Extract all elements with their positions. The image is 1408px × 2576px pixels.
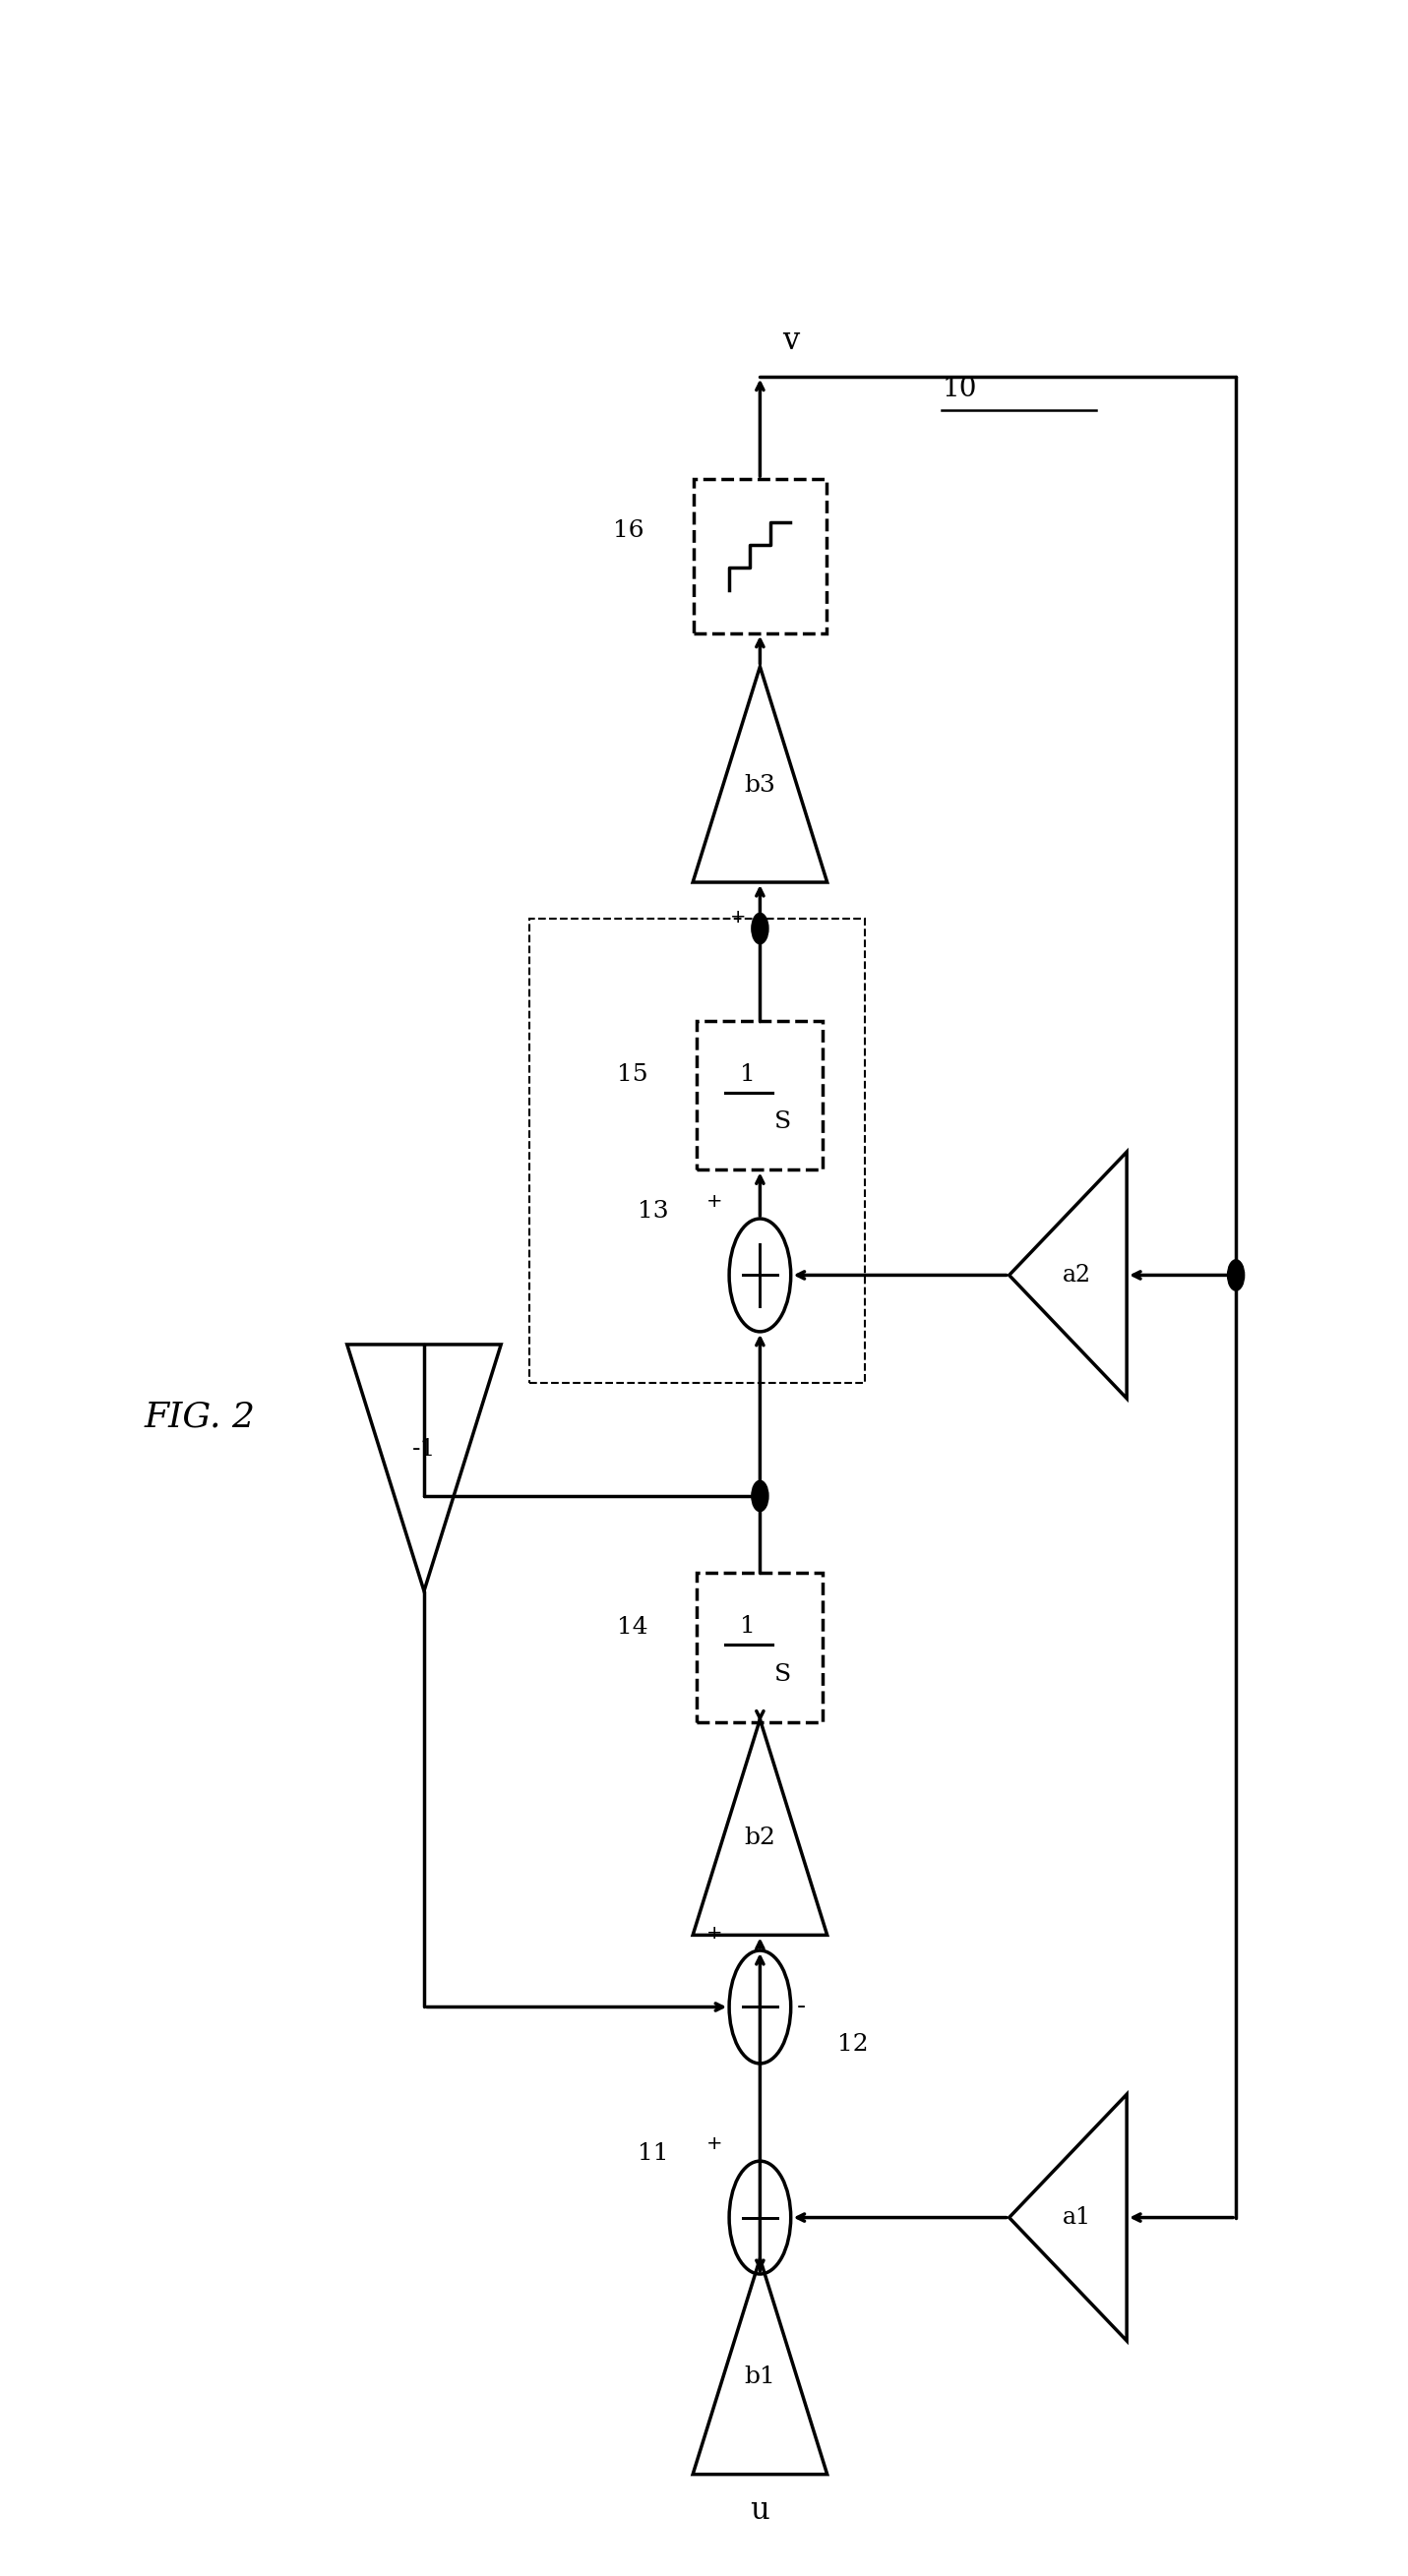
- Text: a2: a2: [1063, 1265, 1091, 1285]
- Text: 12: 12: [836, 2032, 869, 2056]
- Text: -: -: [797, 2205, 805, 2228]
- Text: v: v: [783, 325, 800, 355]
- Text: b3: b3: [745, 773, 776, 796]
- Bar: [694, 479, 826, 634]
- Text: 1: 1: [739, 1615, 755, 1638]
- Text: +: +: [705, 2136, 722, 2154]
- Text: 11: 11: [638, 2143, 669, 2164]
- Text: -1: -1: [413, 1437, 436, 1461]
- Text: S: S: [774, 1664, 791, 1685]
- Circle shape: [752, 912, 769, 943]
- Text: 13: 13: [638, 1200, 669, 1221]
- Text: a1: a1: [1063, 2205, 1091, 2228]
- Circle shape: [752, 1481, 769, 1512]
- Text: +: +: [705, 1924, 722, 1942]
- Text: b2: b2: [745, 1826, 776, 1850]
- Text: +: +: [705, 1193, 722, 1211]
- Text: b1: b1: [745, 2365, 776, 2388]
- Text: -: -: [797, 1996, 805, 2020]
- Text: S: S: [774, 1110, 791, 1133]
- Text: u: u: [750, 2496, 770, 2524]
- Text: 15: 15: [617, 1064, 648, 1087]
- Text: +: +: [731, 907, 746, 927]
- Text: 14: 14: [617, 1615, 648, 1638]
- Text: FIG. 2: FIG. 2: [144, 1399, 255, 1432]
- Text: 16: 16: [614, 520, 645, 541]
- Circle shape: [1228, 1260, 1245, 1291]
- Text: 10: 10: [942, 376, 977, 402]
- Text: -: -: [797, 1262, 805, 1288]
- Bar: [697, 1020, 824, 1170]
- Text: 1: 1: [739, 1064, 755, 1087]
- Bar: [697, 1574, 824, 1721]
- Bar: [529, 917, 865, 1383]
